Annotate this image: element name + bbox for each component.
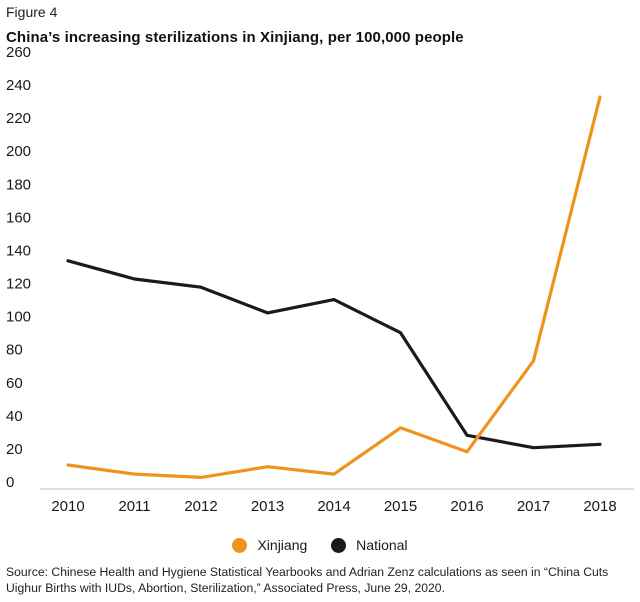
y-tick-label-40: 40 [6,408,23,425]
y-tick-label-60: 60 [6,375,23,392]
y-tick-label-260: 260 [6,44,31,61]
x-tick-label-2010: 2010 [51,498,84,515]
y-tick-label-120: 120 [6,276,31,293]
x-tick-label-2014: 2014 [317,498,350,515]
legend-swatch-xinjiang [232,537,248,553]
chart-title: China’s increasing sterilizations in Xin… [6,29,464,46]
x-tick-label-2017: 2017 [517,498,550,515]
series-line-xinjiang [66,95,602,479]
y-axis-ticks: 0 20 40 60 80 100 120 140 160 180 200 220 240 260 [6,44,31,491]
y-tick-label-220: 220 [6,110,31,127]
figure-label: Figure 4 [6,4,58,20]
legend-label-national: National [356,537,408,553]
x-tick-label-2018: 2018 [583,498,616,515]
x-axis-ticks: 2010 2011 2012 2013 2014 2015 2016 2017 2018 [51,498,616,515]
x-tick-label-2012: 2012 [184,498,217,515]
y-tick-label-160: 160 [6,209,31,226]
y-tick-label-100: 100 [6,309,31,326]
legend-item-national: National [331,537,408,553]
x-tick-label-2016: 2016 [450,498,483,515]
x-tick-label-2011: 2011 [118,498,150,515]
series-line-national [66,259,602,450]
y-tick-label-80: 80 [6,342,23,359]
y-tick-label-200: 200 [6,143,31,160]
legend-swatch-national [331,537,347,553]
legend-item-xinjiang: Xinjiang [232,537,307,553]
source-note: Source: Chinese Health and Hygiene Stati… [6,565,609,595]
y-tick-label-140: 140 [6,242,31,259]
y-tick-label-180: 180 [6,176,31,193]
x-tick-label-2013: 2013 [251,498,284,515]
y-tick-label-240: 240 [6,77,31,94]
series-lines [66,95,602,479]
y-tick-label-20: 20 [6,441,23,458]
y-tick-label-0: 0 [6,474,14,491]
legend: Xinjiang National [0,537,640,556]
x-tick-label-2015: 2015 [384,498,417,515]
legend-label-xinjiang: Xinjiang [257,537,308,553]
